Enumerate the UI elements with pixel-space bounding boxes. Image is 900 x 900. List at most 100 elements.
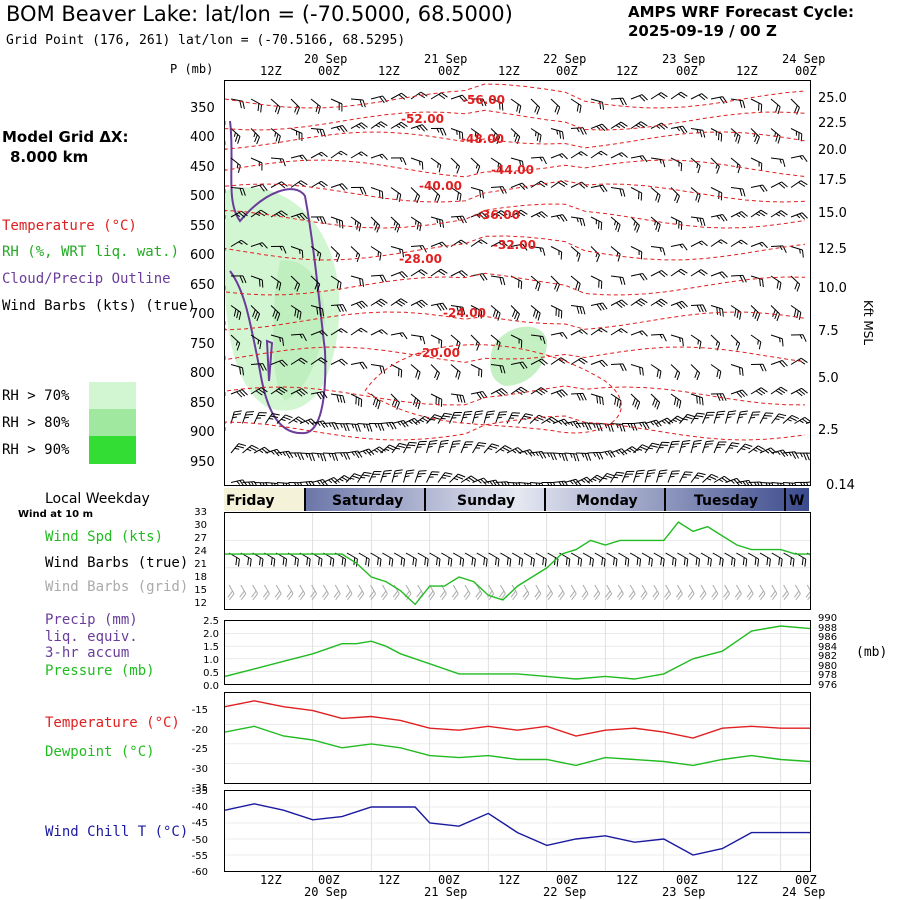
cross-section-wind-barb-flag: [275, 390, 283, 396]
surface-wind-barb-true-flag: [532, 558, 535, 567]
cross-section-wind-barb-half-flag: [328, 453, 332, 458]
bottom-date-4: 23 Sep: [662, 885, 706, 899]
cross-section-wind-barb-staff: [650, 157, 663, 161]
surface-wind-barb-grid-flag: [712, 593, 719, 601]
cross-section-wind-barb-flag: [636, 402, 641, 410]
cross-section-wind-barb-half-flag: [253, 132, 256, 138]
cross-section-wind-barb-flag: [681, 442, 690, 445]
cross-section-wind-barb-staff: [250, 363, 264, 365]
cross-section-wind-barb-half-flag: [358, 329, 363, 333]
cross-section-wind-barb-staff: [530, 211, 542, 218]
cross-section-wind-barb: [590, 246, 600, 263]
cross-section-wind-barb-staff: [250, 334, 262, 342]
cross-section-wind-barb-flag: [702, 130, 706, 138]
cross-section-wind-barb: [230, 275, 247, 284]
cross-section-wind-barb-half-flag: [408, 420, 413, 425]
cross-section-wind-barb: [650, 157, 666, 168]
surface-wind-barb-grid: [664, 584, 672, 601]
cross-section-wind-barb-half-flag: [497, 162, 500, 168]
surface-wind-barb-grid: [286, 584, 294, 601]
cross-section-wind-barb-flag: [579, 393, 584, 401]
cross-section-wind-barb: [610, 275, 626, 285]
cross-section-wind-barb-staff: [490, 275, 503, 279]
cross-section-wind-barb-flag: [346, 452, 351, 460]
cross-section-wind-barb-half-flag: [765, 482, 769, 485]
cross-section-wind-barb: [450, 334, 461, 351]
cross-section-wind-barb-half-flag: [259, 482, 263, 485]
surface-wind-barb-true-flag: [768, 558, 771, 567]
cross-section-wind-barb-staff: [650, 333, 664, 336]
cross-section-wind-barb-half-flag: [338, 152, 343, 156]
cross-section-wind-barb-flag: [259, 363, 264, 371]
cross-section-wind-barb-staff: [633, 444, 643, 454]
surface-wind-barb-grid-flag: [369, 590, 375, 598]
cross-section-wind-barb: [483, 410, 495, 424]
cross-section-wind-barb-flag: [718, 441, 727, 443]
cross-section-wind-barb-flag: [400, 121, 408, 128]
cross-section-wind-barb-flag: [399, 272, 406, 279]
cross-section-wind-barb: [470, 364, 483, 378]
surface-wind-barb-true-flag: [509, 558, 512, 567]
cross-section-wind-barb-flag: [723, 475, 731, 482]
surface-wind-barb-grid-staff: [594, 584, 601, 594]
cross-section-wind-barb-half-flag: [676, 127, 681, 132]
cross-section-wind-barb-flag: [779, 450, 786, 458]
surface-wind-barb-grid-staff: [558, 584, 565, 594]
surface-wind-barb-true-flag: [391, 558, 394, 567]
surface-wind-barb-grid-flag: [701, 593, 707, 601]
cross-section-wind-barb: [410, 334, 426, 345]
chill-tick: -35: [191, 786, 208, 797]
cross-section-wind-barb-staff: [410, 245, 424, 247]
cross-section-wind-barb: [630, 121, 648, 129]
surface-wind-barb-true: [688, 552, 701, 567]
cross-section-wind-barb-flag: [383, 472, 391, 475]
cross-section-wind-barb: [370, 216, 381, 233]
surface-wind-barb-grid: [557, 584, 565, 601]
surface-wind-barb-grid-flag: [394, 593, 400, 601]
cross-section-wind-barb-flag: [474, 413, 483, 416]
cross-section-wind-barb: [310, 391, 328, 400]
cross-section-wind-barb-flag: [554, 104, 559, 113]
cross-section-wind-barb: [670, 243, 688, 251]
surface-wind-barb-true-flag: [518, 557, 521, 566]
cross-section-wind-barb: [470, 239, 488, 247]
cross-section-wind-barb: [290, 246, 304, 259]
cross-section-wind-barb-half-flag: [715, 131, 717, 136]
cross-section-wind-barb: [490, 305, 501, 321]
cross-section-wind-barb-staff: [391, 419, 404, 424]
cross-section-wind-barb: [490, 240, 508, 247]
cross-section-wind-barb: [790, 212, 808, 220]
cross-section-wind-barb-staff: [564, 452, 577, 455]
cross-section-wind-barb-flag: [619, 363, 624, 372]
cross-section-wind-barb-half-flag: [441, 477, 446, 479]
cross-section-wind-barb: [670, 187, 680, 204]
cross-section-wind-barb-flag: [536, 133, 540, 141]
surface-wind-barb-grid-staff: [582, 584, 589, 594]
cross-section-wind-barb-staff: [805, 418, 810, 424]
surface-wind-barb-true-flag: [400, 557, 403, 566]
cross-section-wind-barb-flag: [499, 411, 508, 413]
cross-section-wind-barb: [710, 187, 723, 201]
cross-section-wind-barb-flag: [757, 481, 762, 485]
cross-section-wind-barb-flag: [660, 444, 669, 446]
surface-wind-barb-grid: [770, 584, 778, 601]
surface-wind-barb-grid: [321, 584, 329, 601]
cross-section-wind-barb: [650, 364, 662, 379]
surface-wind-barb-grid-flag: [748, 593, 754, 601]
cross-section-wind-barb-flag: [620, 121, 628, 127]
cross-section-wind-barb-flag: [343, 423, 347, 432]
pressure-unit-label: (mb): [856, 645, 888, 660]
cross-section-wind-barb-staff: [470, 187, 483, 192]
surface-wind-barb-grid-flag: [664, 590, 670, 598]
cross-section-wind-barb-flag: [682, 243, 688, 251]
cross-section-wind-barb-flag: [476, 166, 481, 174]
cross-section-wind-barb-flag: [241, 210, 248, 217]
cross-section-wind-barb-half-flag: [355, 125, 361, 129]
p-tick-950: 950: [190, 455, 215, 470]
cross-section-wind-barb: [470, 187, 485, 199]
cross-section-wind-barb-staff: [242, 481, 255, 483]
temperature-label: Temperature (°C): [45, 715, 180, 731]
cross-section-wind-barb: [322, 452, 339, 461]
cross-section-panel: -56.00-52.00-48.00-44.00-40.00-36.00-32.…: [224, 80, 811, 486]
cross-section-wind-barb-flag: [340, 328, 348, 334]
